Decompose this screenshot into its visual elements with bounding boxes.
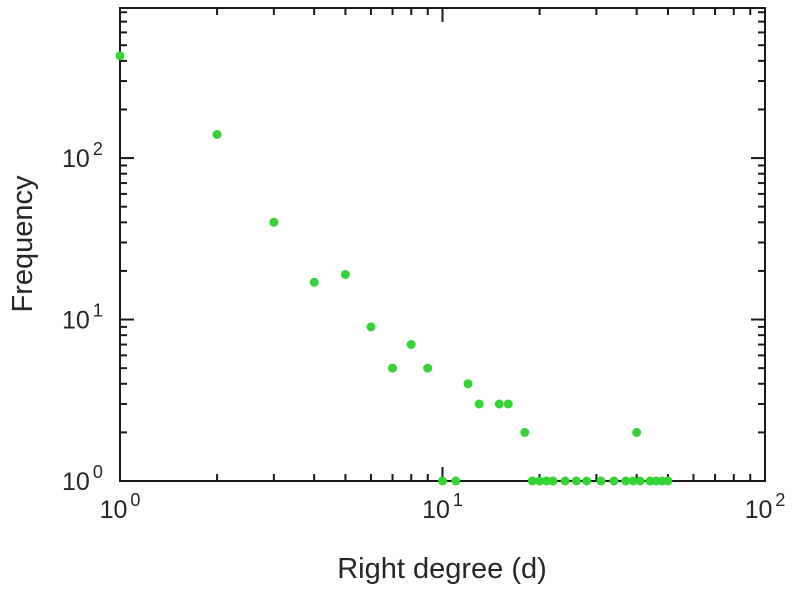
data-point: [527, 476, 537, 486]
tick-label: 10 2: [745, 490, 786, 524]
data-point: [474, 399, 484, 409]
data-point: [635, 476, 645, 486]
data-point: [571, 476, 581, 486]
data-point: [388, 363, 397, 373]
data-point: [520, 427, 530, 437]
data-point: [535, 476, 545, 486]
y-axis-label: Frequency: [7, 175, 39, 313]
data-point: [663, 476, 673, 486]
data-point: [541, 476, 551, 486]
x-tick-labels: 10 0 10 1 10 2: [100, 490, 786, 524]
data-point: [463, 379, 473, 389]
data-point: [503, 399, 513, 409]
data-point: [212, 130, 222, 139]
data-point: [596, 476, 606, 486]
data-point: [645, 476, 655, 486]
data-point: [451, 476, 461, 486]
data-point: [609, 476, 619, 486]
tick-label: 10 1: [62, 301, 103, 335]
tick-label: 10 2: [62, 139, 103, 173]
data-point: [269, 217, 279, 227]
data-point: [548, 476, 558, 486]
data-point: [494, 399, 504, 409]
axis-ticks: [119, 8, 766, 482]
data-point: [340, 270, 350, 279]
data-point: [309, 277, 319, 287]
tick-label: 10 0: [100, 490, 141, 524]
data-point: [621, 476, 631, 486]
data-point: [582, 476, 592, 486]
tick-label: 10 0: [62, 462, 103, 496]
data-point: [438, 476, 447, 486]
tick-label: 10 1: [422, 490, 463, 524]
data-point: [366, 322, 376, 332]
data-point: [423, 363, 433, 373]
data-point: [406, 340, 416, 349]
data-point: [115, 51, 125, 61]
data-point: [632, 427, 642, 437]
data-points: [115, 51, 673, 486]
plot-frame: [119, 7, 766, 482]
x-axis-label: Right degree (d): [337, 553, 547, 585]
data-point: [628, 476, 638, 486]
data-point: [560, 476, 570, 486]
